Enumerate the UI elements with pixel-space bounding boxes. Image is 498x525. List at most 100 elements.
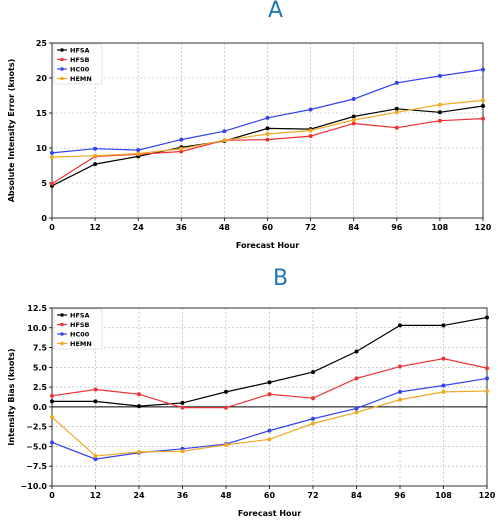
data-point-hemn bbox=[93, 153, 98, 158]
data-point-hemn bbox=[481, 98, 485, 103]
data-point-hfsa bbox=[93, 162, 98, 167]
data-point-hc00 bbox=[265, 115, 270, 120]
series-hfsb bbox=[50, 356, 489, 410]
data-point-hfsa bbox=[50, 399, 54, 404]
x-tick-label: 12 bbox=[90, 223, 101, 232]
y-tick-label: 25 bbox=[36, 39, 48, 48]
x-tick-label: 48 bbox=[219, 223, 231, 232]
data-point-hemn bbox=[267, 437, 272, 442]
data-point-hfsa bbox=[93, 399, 98, 404]
y-tick-label: −5.0 bbox=[26, 442, 47, 451]
data-point-hfsb bbox=[311, 396, 315, 401]
x-tick-label: 120 bbox=[479, 491, 496, 500]
data-point-hfsa bbox=[398, 323, 402, 328]
data-point-hemn bbox=[441, 389, 446, 394]
data-point-hc00 bbox=[394, 80, 399, 85]
data-point-hfsa bbox=[354, 349, 359, 354]
data-point-hfsb bbox=[308, 134, 313, 139]
data-point-hfsb bbox=[265, 137, 270, 142]
data-point-hemn bbox=[485, 389, 489, 394]
x-tick-label: 96 bbox=[391, 223, 403, 232]
legend-swatch-marker bbox=[60, 322, 64, 327]
y-tick-label: 10 bbox=[36, 144, 48, 153]
data-point-hc00 bbox=[136, 148, 141, 153]
y-tick-label: 12.5 bbox=[27, 304, 47, 313]
data-point-hc00 bbox=[441, 383, 446, 388]
x-tick-label: 84 bbox=[351, 491, 363, 500]
data-point-hfsb bbox=[50, 393, 54, 398]
y-tick-label: 15 bbox=[36, 109, 48, 118]
y-axis-label: Absolute Intensity Error (knots) bbox=[7, 59, 16, 203]
legend-swatch-marker bbox=[60, 313, 64, 317]
data-point-hfsa bbox=[180, 400, 185, 405]
data-point-hfsa bbox=[311, 370, 315, 375]
x-axis-label: Forecast Hour bbox=[236, 241, 299, 250]
data-point-hc00 bbox=[179, 137, 184, 142]
data-point-hfsa bbox=[394, 106, 399, 111]
data-point-hfsb bbox=[398, 364, 402, 369]
data-point-hemn bbox=[137, 449, 141, 454]
x-axis-label: Forecast Hour bbox=[238, 509, 301, 518]
data-point-hfsb bbox=[179, 149, 184, 154]
data-point-hemn bbox=[93, 453, 98, 458]
x-tick-label: 72 bbox=[305, 223, 316, 232]
data-point-hemn bbox=[308, 128, 313, 133]
series-hemn bbox=[50, 98, 485, 160]
data-point-hemn bbox=[222, 138, 227, 143]
data-point-hfsb bbox=[93, 387, 98, 392]
x-tick-label: 0 bbox=[49, 223, 55, 232]
data-point-hc00 bbox=[93, 457, 98, 462]
legend-box bbox=[53, 308, 103, 350]
data-point-hc00 bbox=[93, 146, 98, 151]
data-point-hfsb bbox=[137, 392, 141, 397]
panel-letter-b: B bbox=[273, 266, 289, 291]
series-hemn bbox=[50, 389, 489, 458]
legend-label: HFSB bbox=[70, 56, 90, 64]
y-tick-label: 7.5 bbox=[33, 344, 48, 353]
data-point-hc00 bbox=[308, 107, 313, 112]
data-point-hemn bbox=[398, 397, 402, 402]
data-point-hfsa bbox=[485, 315, 489, 320]
legend-label: HFSA bbox=[70, 46, 90, 54]
data-point-hemn bbox=[437, 102, 442, 107]
chart-a: 0 12 24 36 48 60 72 84 96 108 120 0 5 10 15 20 25 Forecas… bbox=[7, 39, 492, 250]
data-point-hemn bbox=[179, 146, 184, 151]
data-point-hemn bbox=[224, 442, 228, 447]
x-tick-label: 12 bbox=[90, 491, 101, 500]
data-point-hfsa bbox=[441, 323, 446, 328]
y-tick-label: 10.0 bbox=[27, 324, 47, 333]
x-tick-label: 36 bbox=[176, 223, 188, 232]
data-point-hfsb bbox=[394, 125, 399, 130]
data-point-hc00 bbox=[437, 73, 442, 78]
legend-swatch-marker bbox=[60, 57, 64, 62]
legend-swatch-marker bbox=[60, 76, 64, 81]
data-point-hfsb bbox=[441, 356, 446, 361]
legend-label: HEMN bbox=[70, 75, 92, 83]
x-tick-label: 48 bbox=[220, 491, 232, 500]
chart-b: 0 12 24 36 48 60 72 84 96 108 120 −10.0 −7.5 −5.0 −2.5… bbox=[7, 304, 496, 518]
data-point-hfsa bbox=[351, 114, 356, 119]
x-tick-label: 60 bbox=[262, 223, 274, 232]
data-point-hc00 bbox=[398, 389, 402, 394]
data-point-hemn bbox=[136, 151, 141, 156]
data-point-hemn bbox=[311, 421, 315, 426]
data-point-hfsb bbox=[50, 181, 54, 186]
x-tick-label: 24 bbox=[133, 223, 145, 232]
data-point-hfsb bbox=[354, 376, 359, 381]
data-point-hfsa bbox=[224, 389, 228, 394]
data-point-hfsb bbox=[267, 392, 272, 397]
x-tick-label: 24 bbox=[133, 491, 145, 500]
series-hfsa bbox=[50, 315, 489, 409]
data-point-hc00 bbox=[485, 376, 489, 381]
x-tick-label: 36 bbox=[177, 491, 189, 500]
x-tick-label: 60 bbox=[264, 491, 276, 500]
y-axis-label: Intensity Bias (knots) bbox=[7, 348, 16, 445]
data-point-hc00 bbox=[311, 416, 315, 421]
data-point-hfsa bbox=[137, 404, 141, 409]
data-point-hfsa bbox=[481, 104, 485, 108]
data-point-hfsb bbox=[485, 366, 489, 371]
data-point-hfsa bbox=[267, 380, 272, 385]
x-tick-label: 108 bbox=[432, 223, 449, 232]
